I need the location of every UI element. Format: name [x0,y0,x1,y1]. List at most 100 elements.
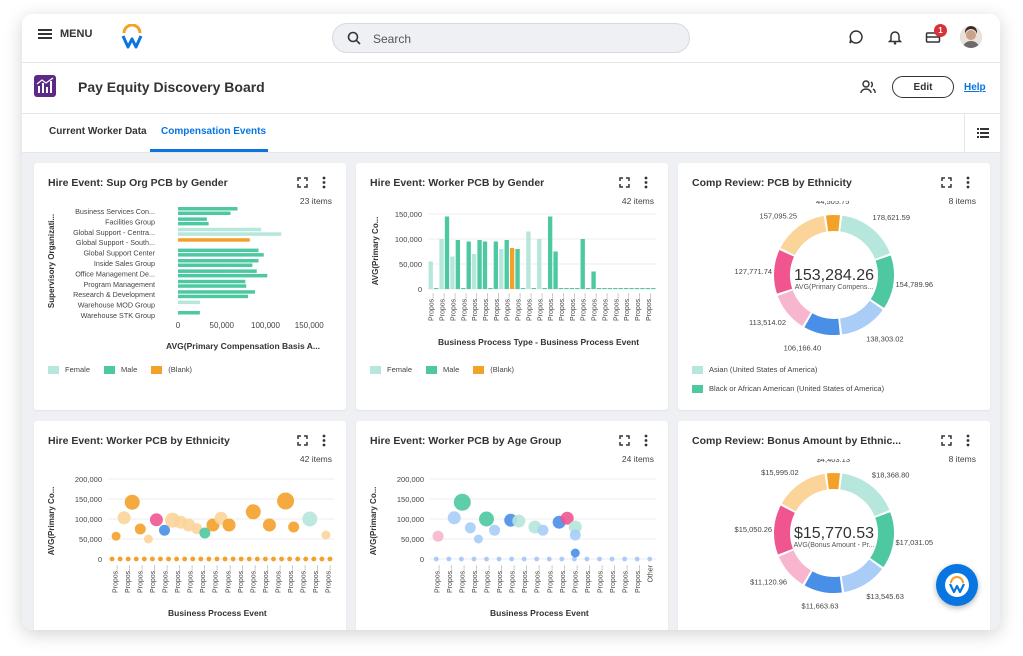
list-view-button[interactable] [964,114,1000,152]
list-icon [977,128,989,138]
y-tick-label: Business Services Con... [75,207,155,216]
chat-icon[interactable] [848,29,864,45]
inbox-icon[interactable] [925,29,941,45]
y-tick-label: Global Support - South... [76,238,155,247]
bar [634,288,640,289]
baseline-point [609,556,615,562]
tab-current-worker-data[interactable]: Current Worker Data [49,126,147,137]
legend-swatch [692,365,703,374]
bar [439,239,444,289]
slice-label: $18,368.80 [872,470,910,479]
more-options-icon[interactable] [966,434,970,447]
data-point [447,511,461,525]
bar [178,290,255,294]
x-axis-label: Business Process Event [168,608,267,618]
card-pcb-by-ethnicity: Comp Review: PCB by Ethnicity 8 items 17… [678,163,990,410]
legend-item-blank[interactable]: (Blank) [151,365,192,374]
tab-compensation-events[interactable]: Compensation Events [161,126,267,137]
expand-icon[interactable] [941,435,952,446]
donut-slice [839,300,883,335]
bar [580,239,585,289]
help-link[interactable]: Help [964,82,986,93]
expand-icon[interactable] [619,177,630,188]
bar [178,294,248,299]
slice-label: $11,120.96 [750,577,787,586]
legend-item-male[interactable]: Male [426,365,459,374]
bar [178,232,282,236]
x-tick-label: Propos... [510,565,517,593]
legend-item-female[interactable]: Female [48,365,90,374]
more-options-icon[interactable] [322,434,326,447]
assistant-button[interactable] [936,564,978,606]
data-point [537,524,549,536]
legend-swatch [692,384,703,393]
legend-swatch [151,365,163,374]
x-tick-label: Propos... [585,565,592,593]
legend-item-male[interactable]: Male [104,365,137,374]
chart-legend: Female Male (Blank) [370,365,514,374]
baseline-point [509,556,515,562]
bar [493,241,499,289]
baseline-point [149,556,155,562]
x-tick-label: Propos... [301,565,308,593]
x-tick-label: Other [648,564,655,582]
bell-icon[interactable] [888,29,902,45]
y-tick-label: 100,000 [395,235,422,244]
bar [585,288,591,289]
y-tick-label: 150,000 [397,495,424,504]
x-tick-label: Propos... [472,565,479,593]
donut-center-label: AVG(Bonus Amount - Pr... [794,542,875,549]
baseline-point [303,556,309,562]
more-options-icon[interactable] [644,434,648,447]
bar [640,288,645,289]
search-bar[interactable]: Search [332,23,690,53]
x-tick-label: Propos... [313,565,320,593]
donut-slice [804,313,840,335]
legend-item-asian[interactable]: Asian (United States of America) [692,365,817,374]
y-axis-label: AVG(Primary Co... [371,217,380,286]
app-window: MENU Search 1 Pay Equity Discovery Board… [22,14,1000,630]
data-point [512,514,526,528]
expand-icon[interactable] [619,435,630,446]
expand-icon[interactable] [297,177,308,188]
baseline-point [634,556,640,562]
share-users-icon[interactable] [860,80,876,94]
legend-label: Asian (United States of America) [709,365,818,374]
y-tick-label: Warehouse STK Group [81,311,155,320]
more-options-icon[interactable] [966,176,970,189]
avatar[interactable] [960,26,982,48]
expand-icon[interactable] [297,435,308,446]
y-tick-label: Global Support Center [83,249,155,258]
data-point [479,511,494,527]
slice-label: 154,789.96 [896,280,934,289]
baseline-point [471,556,477,562]
x-tick-label: Propos... [429,293,436,321]
bar [499,249,504,289]
baseline-point [238,556,244,562]
more-options-icon[interactable] [322,176,326,189]
legend-item-black[interactable]: Black or African American (United States… [692,384,884,393]
menu-label: MENU [60,28,93,40]
x-tick-label: Propos... [547,565,554,593]
data-point [489,524,501,536]
workday-logo[interactable] [120,24,144,50]
legend-swatch [104,365,116,374]
bar [558,288,564,289]
expand-icon[interactable] [941,177,952,188]
horizontal-bar-chart: Business Services Con...Facilities Group… [47,207,324,351]
bar [515,249,520,289]
edit-button[interactable]: Edit [892,76,954,98]
baseline-point [295,556,301,562]
menu-button[interactable]: MENU [38,28,92,40]
bar [450,256,455,289]
legend-item-female[interactable]: Female [370,365,412,374]
baseline-point [198,556,204,562]
data-point [570,548,580,558]
legend-item-blank[interactable]: (Blank) [473,365,514,374]
donut-slice [839,473,890,517]
y-tick-label: 0 [418,285,422,294]
y-tick-label: 50,000 [401,535,424,544]
slice-label: 44,505.75 [816,201,849,206]
more-options-icon[interactable] [644,176,648,189]
